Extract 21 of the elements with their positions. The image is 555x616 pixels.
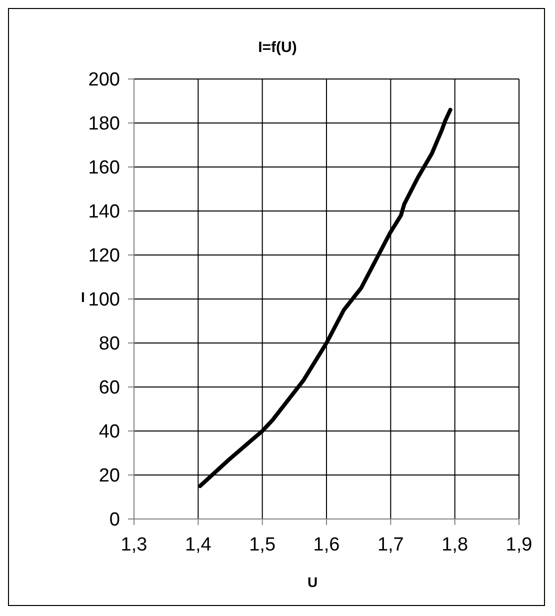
x-tick-label: 1,3 (120, 534, 148, 556)
y-tick-label: 180 (88, 114, 120, 135)
x-tick-label: 1,9 (506, 534, 532, 556)
y-tick-label: 120 (88, 246, 120, 267)
y-tick-label: 80 (98, 334, 120, 355)
y-tick-label: 0 (109, 510, 120, 531)
y-tick-label: 200 (88, 70, 120, 91)
y-tick-label: 140 (88, 202, 120, 223)
y-tick-label: 40 (98, 422, 120, 443)
y-tick-label: 20 (98, 466, 120, 487)
x-tick-label: 1,7 (377, 534, 404, 556)
x-tick-label: 1,8 (442, 534, 468, 556)
y-axis-title: I (81, 289, 85, 305)
y-tick-label: 60 (98, 378, 120, 399)
chart-title: I=f(U) (257, 39, 298, 56)
x-tick-label: 1,4 (184, 534, 212, 556)
y-tick-label: 160 (88, 158, 120, 179)
x-tick-label: 1,6 (313, 534, 340, 556)
y-tick-label: 100 (88, 290, 120, 311)
x-axis-title: U (306, 574, 319, 590)
x-tick-label: 1,5 (249, 534, 276, 556)
